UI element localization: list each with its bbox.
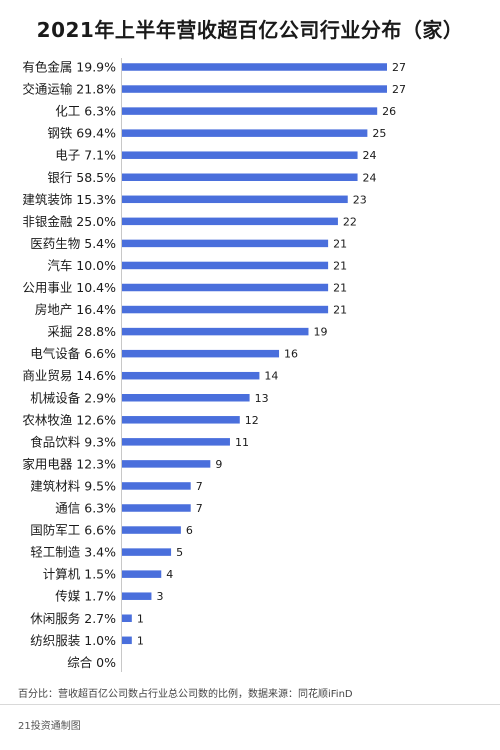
bar [122, 63, 387, 71]
bar [122, 636, 132, 645]
value-label: 21 [333, 237, 347, 250]
category-label: 家用电器 12.3% [22, 456, 116, 471]
category-label: 采掘 28.8% [47, 324, 116, 339]
bar [122, 416, 240, 424]
value-label: 1 [137, 634, 144, 647]
value-label: 23 [353, 193, 367, 206]
value-label: 22 [343, 215, 357, 228]
value-label: 25 [372, 127, 386, 140]
bar [122, 173, 358, 181]
bar [122, 526, 181, 534]
bar [122, 327, 309, 336]
category-label: 化工 6.3% [55, 104, 116, 119]
bar [122, 283, 329, 292]
value-label: 27 [392, 61, 406, 74]
value-label: 14 [264, 370, 278, 383]
bar [122, 570, 162, 578]
bar [122, 548, 172, 556]
category-label: 机械设备 2.9% [30, 390, 116, 405]
value-label: 6 [186, 524, 193, 537]
bar [122, 614, 132, 622]
category-label: 综合 0% [67, 655, 116, 670]
category-label: 银行 58.5% [47, 170, 116, 185]
bar [122, 438, 230, 446]
category-label: 电气设备 6.6% [30, 346, 116, 361]
category-label: 房地产 16.4% [35, 302, 116, 317]
value-label: 24 [363, 171, 377, 184]
footnote: 百分比：营收超百亿公司数占行业总公司数的比例，数据来源：同花顺iFinD [18, 689, 353, 700]
category-label: 计算机 1.5% [43, 567, 116, 582]
category-label: 建筑装饰 15.3% [22, 192, 116, 207]
value-label: 19 [313, 326, 327, 339]
divider [0, 704, 500, 705]
bar [122, 349, 280, 358]
category-label: 汽车 10.0% [47, 258, 116, 273]
category-label: 通信 6.3% [55, 501, 116, 516]
bar [122, 195, 348, 204]
bar [122, 151, 358, 159]
bar [122, 504, 191, 512]
category-label: 纺织服装 1.0% [30, 633, 116, 648]
category-label: 休闲服务 2.7% [30, 611, 116, 626]
bar [122, 371, 260, 380]
bar [122, 261, 329, 270]
bar [122, 129, 368, 137]
value-label: 7 [196, 502, 203, 515]
category-label: 国防军工 6.6% [30, 523, 116, 538]
value-label: 21 [333, 282, 347, 295]
value-label: 21 [333, 304, 347, 317]
bar-chart: 有色金属 19.9% 27 交通运输 21.8% 27 化工 6.3% 26 钢铁 69.4… [22, 58, 406, 672]
category-label: 商业贸易 14.6% [22, 368, 116, 383]
bar [122, 107, 378, 115]
category-label: 交通运输 21.8% [22, 82, 116, 97]
category-label: 电子 7.1% [55, 148, 116, 163]
category-label: 农林牧渔 12.6% [22, 412, 116, 427]
bar [122, 239, 329, 248]
value-label: 12 [245, 414, 259, 427]
category-label: 建筑材料 9.5% [30, 478, 116, 493]
value-label: 4 [166, 568, 173, 581]
value-label: 7 [196, 480, 203, 493]
category-label: 食品饮料 9.3% [30, 434, 116, 449]
value-label: 16 [284, 348, 298, 361]
value-label: 21 [333, 259, 347, 272]
value-label: 3 [156, 590, 163, 603]
value-label: 1 [137, 612, 144, 625]
value-label: 11 [235, 436, 249, 449]
category-label: 钢铁 69.4% [47, 126, 116, 141]
bar [122, 217, 338, 226]
category-label: 非银金融 25.0% [22, 214, 116, 229]
credit: 21投资通制图 [18, 721, 81, 732]
bar [122, 482, 191, 490]
value-label: 27 [392, 83, 406, 96]
bar [122, 305, 329, 314]
bar [122, 394, 250, 402]
value-label: 24 [363, 149, 377, 162]
chart-title: 2021年上半年营收超百亿公司行业分布（家） [36, 18, 464, 42]
value-label: 9 [215, 458, 222, 471]
category-label: 公用事业 10.4% [22, 280, 116, 295]
category-label: 传媒 1.7% [55, 589, 116, 604]
category-label: 轻工制造 3.4% [30, 545, 116, 560]
bar [122, 592, 152, 600]
value-label: 5 [176, 546, 183, 559]
bar [122, 460, 211, 468]
value-label: 26 [382, 105, 396, 118]
value-label: 13 [255, 392, 269, 405]
bar [122, 85, 387, 93]
category-label: 医药生物 5.4% [30, 236, 116, 251]
category-label: 有色金属 19.9% [22, 60, 116, 75]
